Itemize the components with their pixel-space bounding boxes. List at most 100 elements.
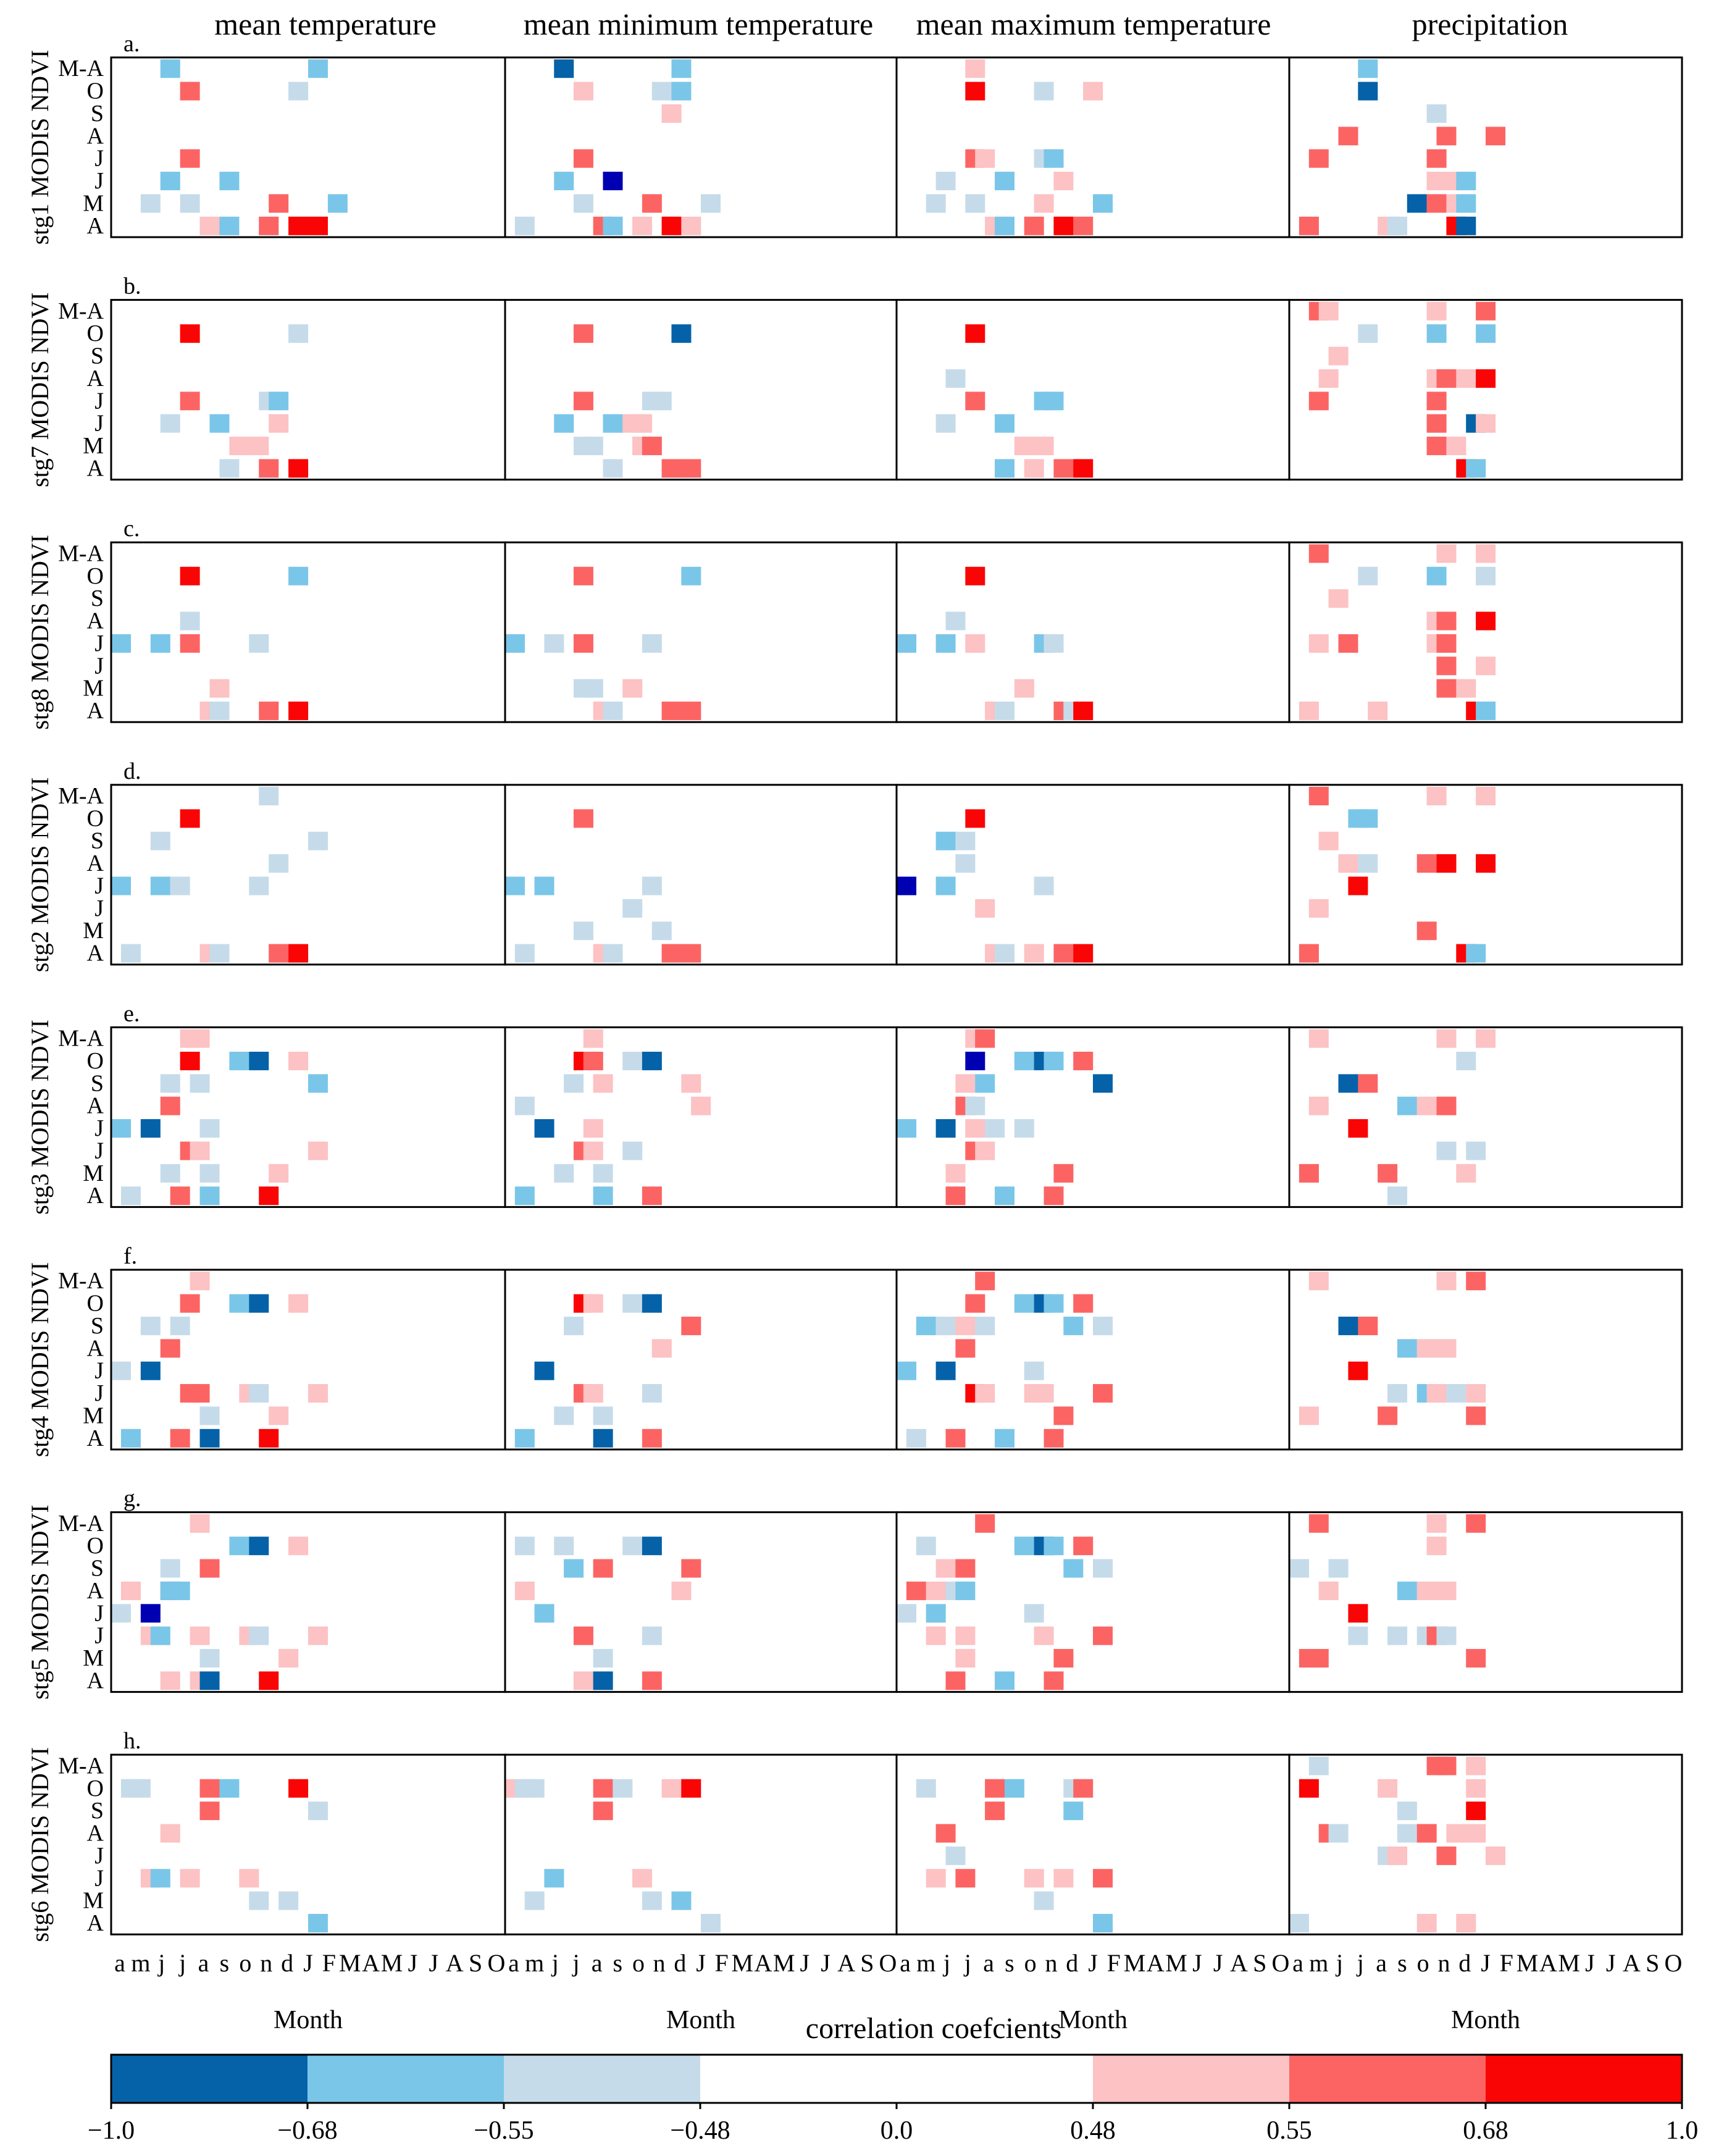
heatmap-cell [259,216,279,235]
heatmap-cell [1328,1559,1349,1578]
heatmap-cell [308,1626,328,1645]
heatmap-cell [514,1537,535,1556]
heatmap-cell [554,1537,574,1556]
ytick-label: M [83,1645,104,1671]
heatmap-cell [1436,611,1457,631]
panel-frame [1288,541,1683,723]
heatmap-cell [120,1186,141,1206]
heatmap-cell [308,1141,328,1160]
ytick-label: S [91,1556,104,1582]
heatmap-cell [1318,369,1339,388]
heatmap-cell [1476,786,1496,805]
heatmap-cell [170,876,190,896]
heatmap-cell [965,566,985,585]
heatmap-cell [995,1186,1014,1206]
xtick-label: j [963,1949,971,1977]
heatmap-cell [975,1384,995,1403]
heatmap-cell [1358,1316,1378,1335]
heatmap-cell [622,1294,643,1313]
ytick-label: M-A [58,1511,104,1537]
heatmap-cell [622,414,643,433]
panel-letter: e. [123,1000,140,1026]
heatmap-cell [995,459,1014,478]
heatmap-cell [945,1186,966,1206]
ytick-label: S [91,828,104,854]
heatmap-cell [573,566,593,585]
xtick-label: o [632,1949,645,1977]
heatmap-cell [1466,1779,1486,1798]
heatmap-cell [1308,1272,1329,1291]
xtick-label: o [239,1949,251,1977]
heatmap-cell [1073,216,1094,235]
heatmap-cell [1456,679,1476,698]
heatmap-cell [926,194,946,213]
heatmap-cell [965,809,985,828]
xtick-label: a [592,1949,603,1977]
heatmap-cell [1466,1756,1486,1776]
heatmap-cell [544,634,564,653]
heatmap-cell [935,634,956,653]
heatmap-cell [1476,854,1496,873]
colorbar-tick-label: −0.55 [474,2116,533,2145]
heatmap-cell [1426,194,1447,213]
heatmap-cell [1093,1559,1113,1578]
heatmap-cell [671,59,692,78]
heatmap-cell [150,876,170,896]
ytick-label: M [83,1888,104,1914]
heatmap-cell [955,831,976,850]
heatmap-cell [130,1779,151,1798]
heatmap-cell [1486,1846,1505,1865]
heatmap-cell [1436,544,1457,563]
heatmap-cell [1308,1756,1329,1776]
heatmap-cell [1397,1581,1417,1600]
heatmap-cell [288,1537,309,1556]
heatmap-cell [935,831,956,850]
heatmap-cell [995,1671,1014,1690]
ytick-label: O [87,1533,104,1559]
heatmap-cell [1073,702,1094,721]
heatmap-cell [897,1119,916,1138]
heatmap-cell [269,194,289,213]
ytick-label: J [94,873,104,899]
xtick-label: s [613,1949,623,1977]
colorbar-tick-label: 0.0 [881,2116,913,2145]
heatmap-cell [1299,702,1319,721]
colorbar-segment [111,2055,308,2103]
heatmap-cell [180,82,200,101]
heatmap-cell [965,324,985,343]
ytick-label: J [94,146,104,172]
heatmap-cell [554,59,574,78]
heatmap-cell [229,1294,249,1313]
colorbar-tick-label: 0.48 [1070,2116,1116,2145]
colorbar-tick-label: −0.68 [277,2116,337,2145]
heatmap-cell [593,1649,613,1668]
xtick-label: M [1165,1949,1187,1977]
heatmap-cell [573,634,593,653]
heatmap-cell [160,1339,180,1358]
heatmap-cell [642,1384,662,1403]
heatmap-cell [249,634,269,653]
heatmap-cell [308,1074,328,1093]
colorbar-segment [1093,2055,1290,2103]
heatmap-cell [926,1581,946,1600]
xtick-label: n [653,1949,666,1977]
ytick-label: J [94,411,104,437]
heatmap-cell [975,1141,995,1160]
heatmap-cell [661,459,682,478]
x-axis-label: Month [1058,2006,1127,2034]
ytick-label: A [87,1183,104,1209]
heatmap-cell [583,437,603,456]
heatmap-cell [1024,944,1044,963]
heatmap-cell [1466,1824,1486,1843]
heatmap-cell [219,1779,240,1798]
heatmap-cell [249,1537,269,1556]
heatmap-cell [288,324,309,343]
heatmap-cell [1338,634,1358,653]
ytick-label: J [94,1843,104,1869]
heatmap-cell [945,369,966,388]
heatmap-cell [120,944,141,963]
heatmap-cell [1034,437,1054,456]
heatmap-cell [955,1316,976,1335]
heatmap-cell [269,1406,289,1425]
heatmap-cell [1308,1029,1329,1048]
